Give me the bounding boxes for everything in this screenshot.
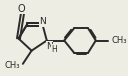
- Text: CH₃: CH₃: [111, 35, 126, 45]
- Text: O: O: [17, 4, 25, 14]
- Text: N: N: [46, 42, 53, 51]
- Text: H: H: [51, 45, 57, 54]
- Text: CH₃: CH₃: [4, 61, 20, 70]
- Text: N: N: [40, 17, 46, 26]
